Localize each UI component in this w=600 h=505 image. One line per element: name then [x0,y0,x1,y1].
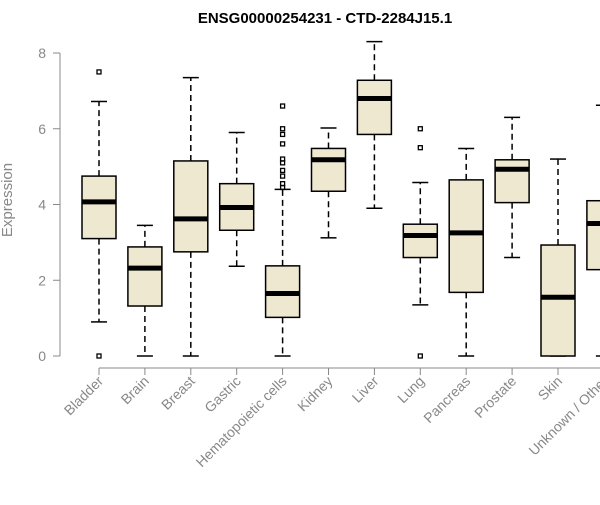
y-tick-label: 0 [38,348,46,364]
y-tick-label: 6 [38,121,46,137]
iqr-box [402,223,439,259]
outlier-point [279,167,286,174]
outlier-point [417,145,423,151]
iqr-box [356,79,393,136]
box-series [81,40,600,359]
x-tick-label: Liver [349,373,382,406]
y-tick-label: 8 [38,45,46,61]
x-tick-label: Bladder [61,373,107,419]
y-axis: 0 2 4 6 8 [38,45,61,364]
outlier-point [279,184,286,191]
box-group [127,224,163,357]
y-tick-label: 2 [38,272,46,288]
iqr-box [173,160,209,253]
chart-title: ENSG00000254231 - CTD-2284J15.1 [198,10,452,27]
x-tick-label: Lung [394,373,427,406]
iqr-box [540,244,576,357]
box-group [494,116,530,259]
y-tick-label: 4 [38,197,46,213]
iqr-box [127,246,163,307]
outlier-point [279,173,286,179]
iqr-box [586,199,600,271]
x-tick-label: Skin [535,373,566,404]
iqr-box [448,179,484,294]
iqr-box [310,147,347,192]
outlier-point [96,353,102,359]
box-group [540,158,576,357]
outlier-point [279,160,286,166]
box-group [356,40,393,210]
outlier-point [279,126,286,132]
box-group [173,76,209,357]
outlier-point [96,69,102,75]
outlier-point [417,353,423,359]
box-group [310,127,347,239]
box-group [448,147,484,357]
outlier-point [417,126,423,132]
iqr-box [494,159,530,204]
box-group [402,126,439,359]
box-group [218,131,255,267]
iqr-box [81,175,117,240]
x-tick-label: Prostate [471,373,519,421]
x-tick-label: Pancreas [420,373,473,426]
outlier-point [279,141,286,147]
box-group [81,69,117,359]
box-group [264,103,301,357]
x-tick-label: Kidney [294,373,336,415]
outlier-point [279,103,286,109]
x-tick-label: Hematopoietic cells [193,373,290,470]
x-tick-label: Gastric [201,373,244,416]
x-tick-label: Breast [158,373,198,413]
x-tick-label: Brain [118,373,152,407]
outlier-point [279,131,286,138]
box-group [586,104,600,357]
y-axis-label: Expression [0,163,16,237]
